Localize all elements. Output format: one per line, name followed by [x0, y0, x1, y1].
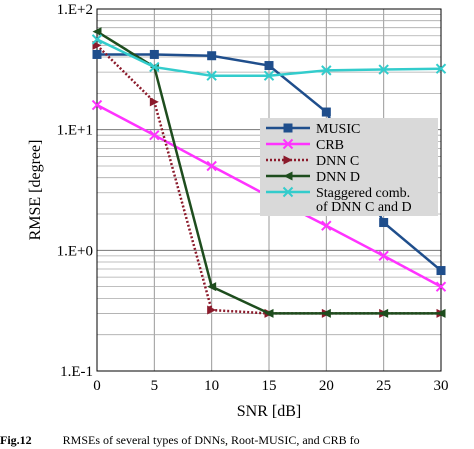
- series-1: [92, 49, 446, 276]
- legend-item: DNN D: [266, 170, 360, 185]
- data-point-marker: [321, 308, 331, 318]
- legend-label: of DNN C and D: [316, 200, 412, 215]
- legend-item: Staggered comb.of DNN C and D: [266, 186, 412, 215]
- data-point-marker: [435, 63, 447, 74]
- x-tick-labels: 0 5 10 15 20 25 30: [93, 378, 448, 394]
- data-point-marker: [321, 220, 332, 231]
- data-point-marker: [149, 49, 159, 59]
- data-point-marker: [92, 49, 102, 59]
- x-tick-label: 20: [319, 378, 334, 394]
- x-tick-label: 10: [204, 378, 219, 394]
- data-point-marker: [378, 250, 389, 262]
- data-point-marker: [435, 281, 447, 292]
- data-point-marker: [264, 308, 274, 318]
- data-point-marker: [149, 61, 160, 73]
- data-point-marker: [92, 40, 102, 50]
- data-point-marker: [283, 171, 293, 181]
- data-point-marker: [321, 107, 331, 117]
- plot-frame: [96, 8, 442, 372]
- y-tick-label: 1.E+0: [57, 243, 93, 259]
- x-axis-label: SNR [dB]: [237, 403, 301, 420]
- data-point-marker: [321, 65, 332, 76]
- x-tick-label: 30: [434, 378, 449, 394]
- legend-label: Staggered comb.: [316, 186, 410, 201]
- data-point-marker: [149, 129, 160, 141]
- data-point-marker: [379, 218, 389, 228]
- data-point-marker: [264, 61, 274, 71]
- x-tick-label: 25: [376, 378, 391, 394]
- data-point-marker: [283, 123, 293, 133]
- data-point-marker: [91, 34, 103, 45]
- data-point-marker: [207, 51, 217, 61]
- data-point-marker: [207, 305, 217, 315]
- y-tick-label: 1.E-1: [60, 364, 93, 380]
- x-tick-label: 0: [93, 378, 101, 394]
- legend-label: DNN C: [316, 154, 359, 169]
- legend-item: CRB: [266, 138, 344, 153]
- data-point-marker: [263, 70, 275, 81]
- legend-box: [260, 118, 438, 216]
- figure-caption: Fig.12 RMSEs of several types of DNNs, R…: [0, 433, 360, 447]
- data-point-marker: [378, 64, 389, 75]
- series-5: [91, 34, 447, 81]
- data-point-marker: [282, 138, 294, 150]
- legend-item: DNN C: [266, 154, 359, 169]
- data-point-marker: [207, 282, 217, 292]
- data-point-marker: [436, 308, 446, 318]
- data-point-marker: [149, 97, 159, 107]
- data-point-marker: [282, 186, 294, 198]
- y-tick-label: 1.E+2: [57, 2, 93, 18]
- data-point-marker: [379, 308, 389, 318]
- legend-label: CRB: [316, 138, 344, 153]
- data-point-marker: [206, 160, 217, 172]
- x-tick-label: 15: [262, 378, 277, 394]
- y-axis-label: RMSE [degree]: [27, 140, 44, 241]
- data-point-marker: [92, 27, 102, 37]
- caption-text: RMSEs of several types of DNNs, Root-MUS…: [63, 433, 360, 447]
- series-group: [91, 27, 447, 318]
- legend-item: MUSIC: [266, 122, 360, 137]
- legend-label: MUSIC: [316, 122, 360, 137]
- y-tick-label: 1.E+1: [57, 123, 93, 139]
- x-tick-label: 5: [151, 378, 159, 394]
- y-tick-labels: 1.E-1 1.E+0 1.E+1 1.E+2: [57, 2, 93, 380]
- data-point-marker: [283, 155, 293, 165]
- data-point-marker: [91, 99, 103, 111]
- caption-prefix: Fig.12: [0, 433, 32, 447]
- legend-label: DNN D: [316, 170, 360, 185]
- data-point-marker: [436, 266, 446, 276]
- data-point-marker: [206, 70, 217, 81]
